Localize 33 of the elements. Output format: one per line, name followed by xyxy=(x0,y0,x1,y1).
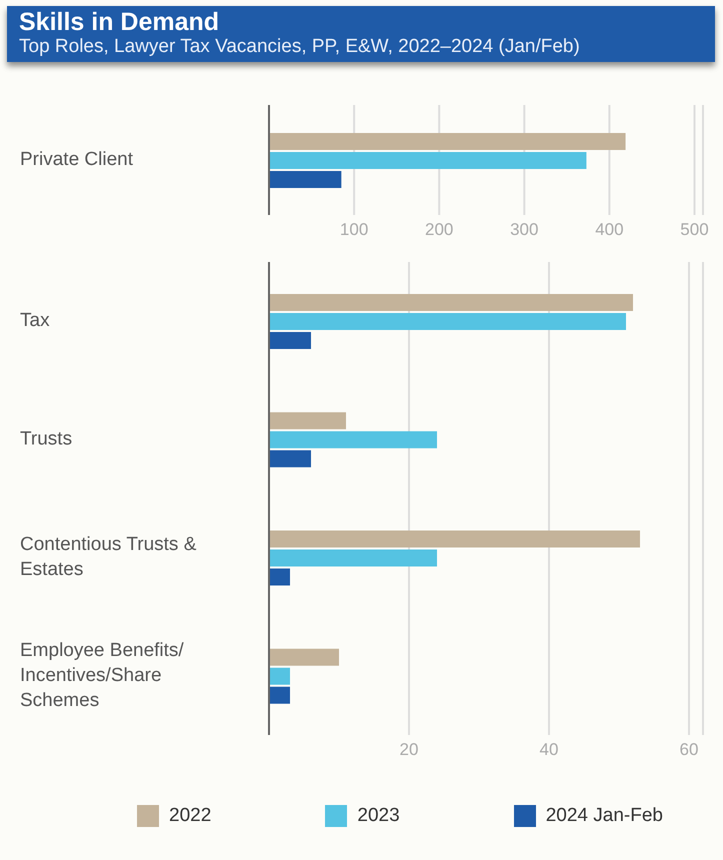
x-tick-label: 40 xyxy=(540,740,558,760)
y-tick-label: Trusts xyxy=(20,428,72,450)
y-tick-label: Employee Benefits/Incentives/Share Schemes xyxy=(20,640,184,711)
legend-label: 2023 xyxy=(357,805,400,827)
chart-subtitle: Top Roles, Lawyer Tax Vacancies, PP, E&W, 2022–2024 (Jan/Feb) xyxy=(19,36,580,58)
bar xyxy=(269,313,626,330)
y-tick-label: Private Client xyxy=(20,149,134,170)
x-tick-label: 400 xyxy=(595,220,624,240)
x-tick-label: 20 xyxy=(400,740,418,760)
bar xyxy=(269,431,437,448)
bar xyxy=(269,171,342,188)
bar xyxy=(269,668,290,685)
legend-label: 2022 xyxy=(169,805,212,827)
bar xyxy=(269,648,339,666)
x-tick-label: 500 xyxy=(680,220,709,240)
bar xyxy=(269,412,346,430)
bar xyxy=(269,568,290,586)
bar xyxy=(269,530,640,548)
x-tick-label: 100 xyxy=(340,220,368,240)
bar xyxy=(269,294,633,311)
bar xyxy=(269,686,290,704)
x-tick-label: 60 xyxy=(680,740,698,760)
legend-label: 2024 Jan-Feb xyxy=(546,805,663,827)
x-tick-label: 200 xyxy=(425,220,454,240)
bar xyxy=(269,550,437,566)
y-tick-label: Contentious Trusts & Estates xyxy=(20,534,197,580)
chart-title: Skills in Demand xyxy=(19,8,220,37)
bar xyxy=(269,133,626,150)
bar xyxy=(269,152,586,169)
x-tick-label: 300 xyxy=(510,220,538,240)
bar xyxy=(269,332,311,349)
y-tick-label: Tax xyxy=(20,310,50,332)
bar xyxy=(269,450,311,468)
